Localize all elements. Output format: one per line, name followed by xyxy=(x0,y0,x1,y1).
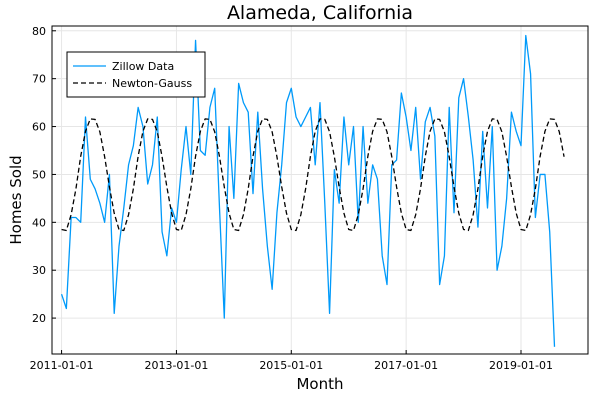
series-line-newton-gauss xyxy=(61,118,565,232)
series-line-zillow-data xyxy=(60,34,556,347)
x-tick-label: 2013-01-01 xyxy=(144,359,208,372)
y-tick-label: 80 xyxy=(32,25,46,38)
x-axis-ticks: 2011-01-01 2013-01-01 2015-01-01 2017-01-01… xyxy=(30,350,553,372)
y-tick-label: 60 xyxy=(32,121,46,134)
legend-label-newton-gauss: Newton-Gauss xyxy=(112,77,192,90)
x-tick-label: 2019-01-01 xyxy=(489,359,553,372)
plot-frame xyxy=(51,25,589,355)
x-tick-label: 2017-01-01 xyxy=(374,359,438,372)
y-tick-label: 40 xyxy=(32,216,46,229)
y-axis-label: Homes Sold xyxy=(7,155,25,244)
series-layer xyxy=(60,34,565,347)
legend-label-zillow-data: Zillow Data xyxy=(112,60,174,73)
y-tick-label: 20 xyxy=(32,312,46,325)
legend-box xyxy=(66,51,206,98)
x-tick-label: 2011-01-01 xyxy=(30,359,94,372)
y-tick-label: 30 xyxy=(32,264,46,277)
y-axis-ticks: 20 30 40 50 60 70 80 xyxy=(32,25,56,325)
y-tick-label: 50 xyxy=(32,168,46,181)
y-tick-label: 70 xyxy=(32,73,46,86)
legend: Zillow Data Newton-Gauss xyxy=(66,51,206,98)
x-tick-label: 2015-01-01 xyxy=(259,359,323,372)
chart-title: Alameda, California xyxy=(227,2,413,24)
x-axis-label: Month xyxy=(296,375,343,393)
